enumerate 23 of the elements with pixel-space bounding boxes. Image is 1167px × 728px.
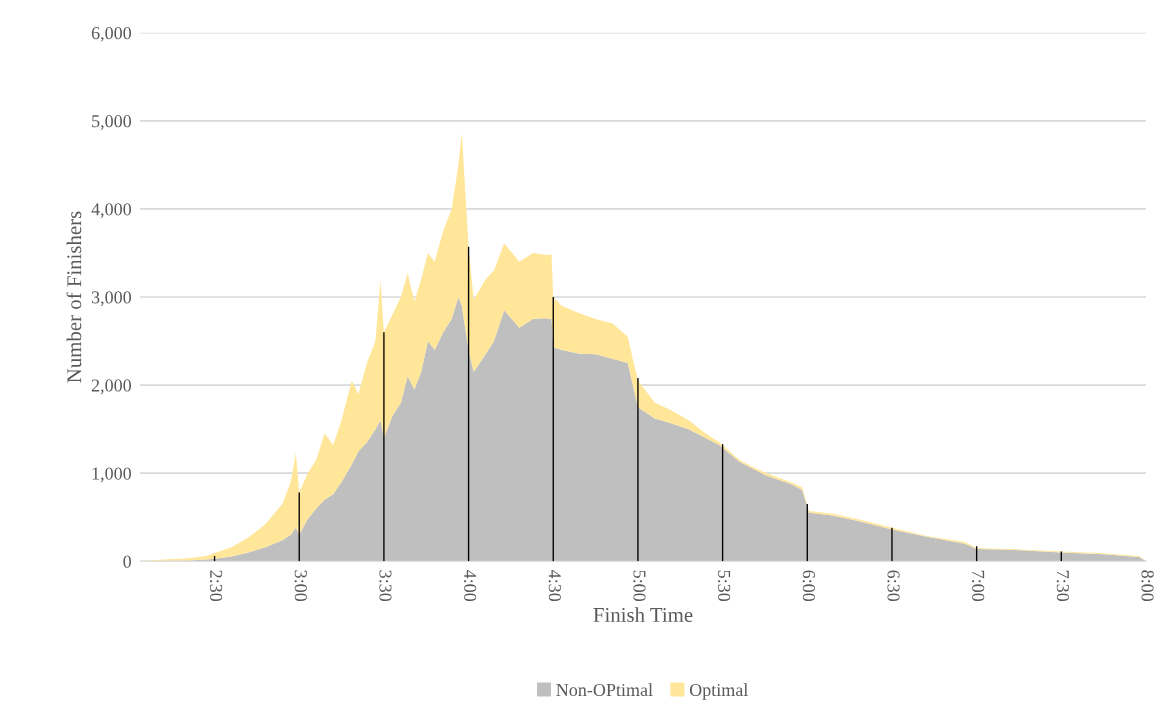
- x-tick-label: 7:30: [1056, 570, 1069, 602]
- legend-label: Optimal: [689, 683, 748, 700]
- x-tick-label: 5:30: [718, 570, 731, 602]
- x-tick-label: 4:00: [463, 569, 477, 602]
- x-tick-label: 3:00: [294, 570, 307, 602]
- y-tick-label: 4,000: [91, 203, 132, 218]
- y-tick-label: 3,000: [91, 291, 132, 307]
- x-tick-label: 4:30: [548, 569, 561, 602]
- x-tick-label: 7:00: [972, 570, 985, 602]
- x-tick-label: 8:00: [1141, 570, 1154, 602]
- x-axis-title: Finish Time: [593, 607, 693, 622]
- legend-label: Non-OPtimal: [556, 683, 653, 697]
- y-tick-label: 0: [123, 555, 132, 568]
- y-tick-label: 6,000: [91, 27, 132, 42]
- x-tick-label: 3:30: [379, 570, 392, 602]
- y-axis-title: Number of Finishers: [66, 211, 82, 383]
- y-tick-label: 2,000: [91, 379, 132, 395]
- y-tick-label: 5,000: [92, 115, 132, 130]
- x-tick-label: 6:30: [887, 570, 900, 602]
- x-tick-label: 6:00: [802, 570, 815, 602]
- x-tick-label: 5:00: [633, 570, 646, 602]
- x-tick-label: 2:30: [209, 570, 223, 602]
- y-tick-label: 1,000: [92, 467, 132, 483]
